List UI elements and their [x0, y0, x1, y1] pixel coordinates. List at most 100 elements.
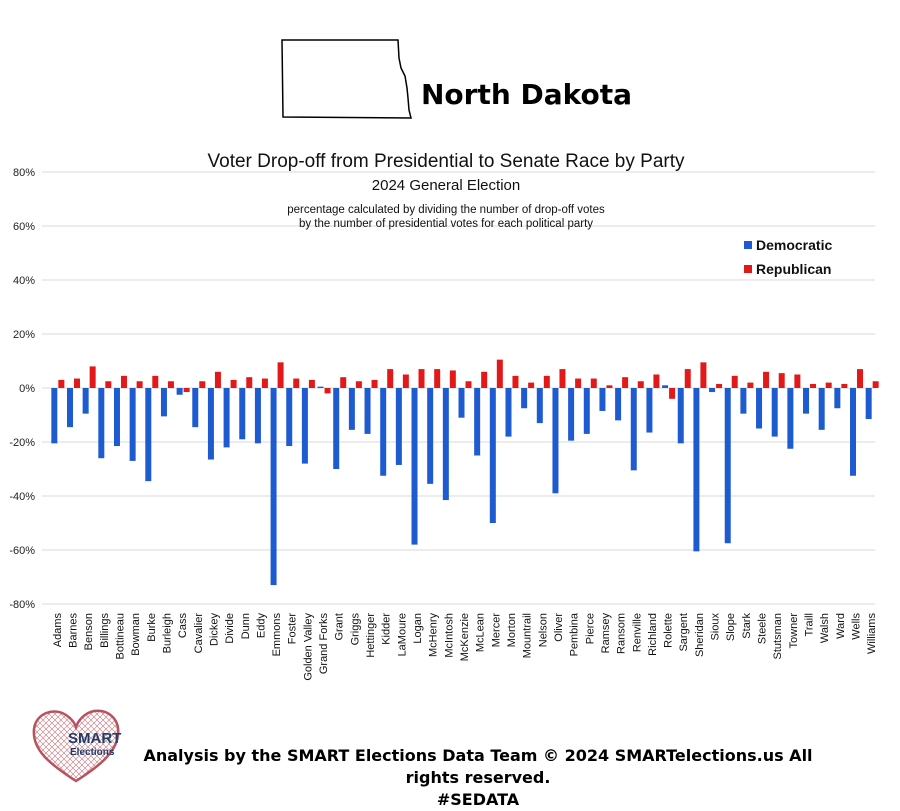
x-tick-label: Hettinger: [365, 613, 377, 658]
x-tick-label: McLean: [475, 613, 487, 652]
bar-democratic-divide: [223, 388, 230, 448]
legend: Democratic Republican: [744, 237, 832, 277]
x-tick-label: Logan: [412, 613, 424, 644]
legend-label-republican: Republican: [756, 261, 831, 277]
bar-republican-sheridan: [700, 362, 707, 388]
x-tick-label: Towner: [788, 613, 800, 649]
bar-democratic-steele: [756, 388, 763, 429]
bar-republican-ransom: [622, 377, 629, 388]
bar-democratic-renville: [630, 388, 637, 471]
bar-republican-grand-forks: [324, 388, 331, 394]
bar-democratic-ramsey: [599, 388, 606, 411]
bar-democratic-nelson: [536, 388, 543, 424]
bar-republican-renville: [637, 381, 644, 388]
x-tick-label: Benson: [83, 613, 95, 650]
x-tick-label: Stark: [741, 613, 753, 639]
logo-text-elections: Elections: [70, 747, 115, 758]
x-tick-label: Ramsey: [600, 613, 612, 654]
x-tick-label: McHenry: [428, 613, 440, 658]
x-tick-label: Adams: [52, 613, 64, 648]
bar-democratic-kidder: [380, 388, 387, 476]
bar-republican-walsh: [825, 382, 832, 388]
x-tick-label: Bottineau: [114, 613, 126, 659]
bar-republican-pierce: [590, 378, 597, 388]
x-tick-label: Griggs: [349, 613, 361, 646]
x-tick-label: Billings: [99, 613, 111, 648]
bar-republican-bottineau: [120, 375, 127, 388]
bar-democratic-lamoure: [395, 388, 402, 465]
x-tick-label: Dickey: [208, 613, 220, 647]
x-tick-label: Kidder: [381, 613, 393, 645]
bar-democratic-rolette: [662, 385, 669, 388]
x-tick-label: Dunn: [240, 613, 252, 639]
bar-republican-towner: [794, 374, 801, 388]
x-tick-label: Rolette: [663, 613, 675, 648]
bar-democratic-barnes: [66, 388, 73, 428]
y-tick-label: -80%: [9, 599, 35, 611]
bar-republican-cass: [183, 388, 190, 393]
bar-republican-ward: [841, 383, 848, 388]
north-dakota-map-outline: [281, 39, 412, 119]
bar-democratic-logan: [411, 388, 418, 545]
bar-republican-benson: [89, 366, 96, 388]
drop-off-chart: 80% 60% 40% 20% 0% -20% -40% -60% -80% Adams Barn…: [9, 151, 879, 681]
bar-democratic-grand-forks: [317, 386, 324, 388]
bar-republican-griggs: [355, 381, 362, 388]
bar-republican-ramsey: [606, 385, 613, 388]
bar-democratic-billings: [98, 388, 105, 459]
x-tick-label: Nelson: [537, 613, 549, 647]
bar-democratic-dickey: [207, 388, 214, 460]
state-name: North Dakota: [421, 78, 633, 111]
bar-republican-foster: [293, 378, 300, 388]
bar-democratic-griggs: [348, 388, 355, 430]
bar-republican-dickey: [214, 371, 221, 388]
bar-democratic-pierce: [583, 388, 590, 434]
bar-republican-grant: [340, 377, 347, 388]
bar-republican-lamoure: [402, 374, 409, 388]
bar-republican-adams: [58, 379, 65, 388]
bar-republican-nelson: [543, 375, 550, 388]
chart-note-line-1: percentage calculated by dividing the nu…: [287, 204, 605, 216]
x-tick-label: Eddy: [255, 613, 267, 639]
bar-democratic-cavalier: [192, 388, 199, 428]
x-tick-label: Bowman: [130, 613, 142, 656]
bar-democratic-sheridan: [693, 388, 700, 552]
bar-republican-burke: [152, 375, 159, 388]
x-tick-label: McIntosh: [443, 613, 455, 658]
x-tick-label: Barnes: [67, 613, 79, 648]
bar-republican-slope: [731, 375, 738, 388]
bar-democratic-emmons: [270, 388, 277, 586]
bar-democratic-oliver: [552, 388, 559, 494]
chart-note-line-2: by the number of presidential votes for …: [299, 218, 593, 230]
x-tick-label: Stutsman: [772, 613, 784, 659]
x-tick-label: Walsh: [819, 613, 831, 643]
x-tick-label: Sargent: [678, 613, 690, 652]
bar-republican-oliver: [559, 369, 566, 388]
logo-text-smart: SMART: [68, 730, 121, 747]
legend-label-democratic: Democratic: [756, 237, 832, 253]
bar-republican-kidder: [387, 369, 394, 388]
bar-republican-burleigh: [167, 381, 174, 388]
bar-republican-pembina: [575, 378, 582, 388]
x-tick-label: Burke: [146, 613, 158, 642]
bar-democratic-golden-valley: [301, 388, 308, 464]
bar-democratic-towner: [787, 388, 794, 449]
bar-republican-emmons: [277, 362, 284, 388]
bar-democratic-bottineau: [113, 388, 120, 447]
bar-republican-rolette: [669, 388, 676, 399]
x-tick-label: Williams: [866, 613, 878, 654]
bar-democratic-pembina: [568, 388, 575, 441]
x-tick-label: Burleigh: [161, 613, 173, 653]
bar-republican-mountrail: [528, 382, 535, 388]
x-tick-label: Cass: [177, 613, 189, 639]
y-tick-label: -60%: [9, 545, 35, 557]
bar-republican-wells: [857, 369, 864, 388]
bar-democratic-benson: [82, 388, 89, 414]
x-tick-label: Grant: [334, 613, 346, 641]
x-tick-label: Pierce: [584, 613, 596, 644]
x-tick-label: Mountrail: [522, 613, 534, 658]
bar-republican-hettinger: [371, 379, 378, 388]
credit-line: Analysis by the SMART Elections Data Tea…: [143, 746, 813, 787]
bar-democratic-williams: [865, 388, 872, 420]
bar-republican-golden-valley: [308, 379, 315, 388]
